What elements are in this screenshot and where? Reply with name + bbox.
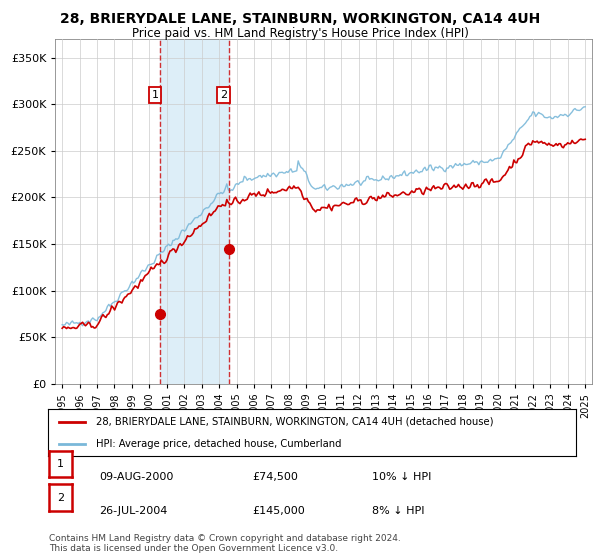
Text: 8% ↓ HPI: 8% ↓ HPI: [372, 506, 425, 516]
Text: 09-AUG-2000: 09-AUG-2000: [99, 472, 173, 482]
Text: £145,000: £145,000: [252, 506, 305, 516]
Text: 10% ↓ HPI: 10% ↓ HPI: [372, 472, 431, 482]
Text: Contains HM Land Registry data © Crown copyright and database right 2024.
This d: Contains HM Land Registry data © Crown c…: [49, 534, 401, 553]
Text: 1: 1: [57, 459, 64, 469]
Bar: [160, 39, 229, 384]
Text: 28, BRIERYDALE LANE, STAINBURN, WORKINGTON, CA14 4UH: 28, BRIERYDALE LANE, STAINBURN, WORKINGT…: [60, 12, 540, 26]
Text: Price paid vs. HM Land Registry's House Price Index (HPI): Price paid vs. HM Land Registry's House …: [131, 27, 469, 40]
Text: 2: 2: [220, 90, 227, 100]
Text: 1: 1: [151, 90, 158, 100]
Text: HPI: Average price, detached house, Cumberland: HPI: Average price, detached house, Cumb…: [95, 438, 341, 449]
Text: £74,500: £74,500: [252, 472, 298, 482]
Text: 2: 2: [57, 493, 64, 502]
Text: 28, BRIERYDALE LANE, STAINBURN, WORKINGTON, CA14 4UH (detached house): 28, BRIERYDALE LANE, STAINBURN, WORKINGT…: [95, 417, 493, 427]
Text: 26-JUL-2004: 26-JUL-2004: [99, 506, 167, 516]
